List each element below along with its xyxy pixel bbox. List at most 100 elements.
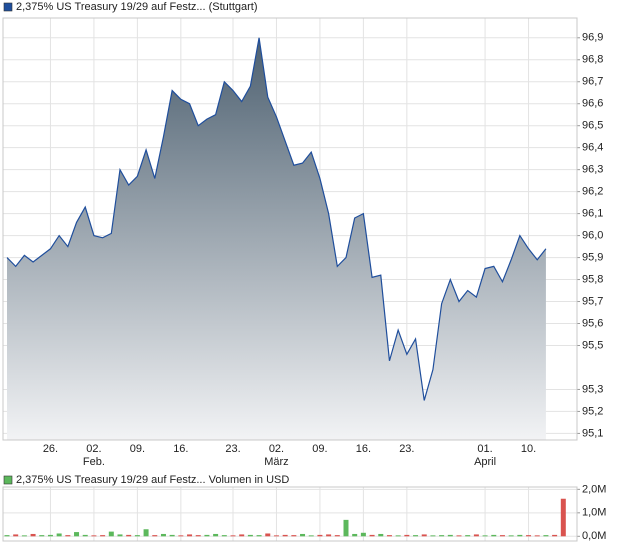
volume-bar xyxy=(378,533,384,537)
volume-bar xyxy=(343,519,349,537)
volume-bar xyxy=(204,534,210,537)
x-tick-label: 09. xyxy=(312,443,327,455)
legend-swatch xyxy=(3,475,13,485)
volume-bar xyxy=(491,534,497,537)
area-fill xyxy=(7,37,546,440)
volume-bar xyxy=(456,535,462,537)
volume-bar xyxy=(82,534,88,537)
volume-bar xyxy=(465,535,471,537)
y-tick-label: 96,9 xyxy=(582,32,603,44)
y-tick-label: 95,3 xyxy=(582,383,603,395)
volume-bar xyxy=(482,535,488,537)
volume-bar xyxy=(100,535,106,537)
y-tick-label: 96,0 xyxy=(582,230,603,242)
volume-bar xyxy=(256,535,262,537)
volume-bar xyxy=(300,533,306,537)
volume-bar xyxy=(74,532,80,537)
x-tick-label: 02. März xyxy=(264,443,288,468)
volume-bar xyxy=(117,534,123,537)
volume-bar xyxy=(543,535,549,537)
y-tick-label: 95,9 xyxy=(582,251,603,263)
plot-area xyxy=(3,487,577,541)
volume-bar xyxy=(360,532,366,537)
y-tick-label: 95,1 xyxy=(582,427,603,439)
x-tick-label: 02. Feb. xyxy=(83,443,105,468)
volume-bar xyxy=(195,535,201,537)
volume-bar xyxy=(395,535,401,537)
volume-bar xyxy=(404,534,410,537)
legend-swatch xyxy=(3,2,13,12)
volume-bar xyxy=(126,534,132,537)
x-tick-label: 09. xyxy=(130,443,145,455)
volume-bar xyxy=(39,535,45,537)
volume-bar xyxy=(4,535,10,537)
volume-bar xyxy=(230,535,236,537)
y-tick-label: 96,1 xyxy=(582,208,603,220)
volume-bar xyxy=(386,535,392,537)
volume-bar xyxy=(91,535,97,537)
y-tick-label: 96,4 xyxy=(582,142,603,154)
volume-bar xyxy=(352,533,358,537)
plot-frame xyxy=(2,17,578,441)
volume-bar xyxy=(30,533,36,537)
plot-frame xyxy=(2,486,578,542)
volume-bar xyxy=(13,534,19,537)
volume-bar xyxy=(47,534,53,537)
volume-bar xyxy=(560,498,566,537)
volume-bar xyxy=(247,534,253,537)
volume-bar xyxy=(421,534,427,537)
volume-bar xyxy=(265,533,271,537)
volume-bar xyxy=(152,535,158,537)
volume-bar xyxy=(447,534,453,537)
y-tick-label: 95,6 xyxy=(582,317,603,329)
y-tick-label: 96,6 xyxy=(582,98,603,110)
volume-bar xyxy=(187,534,193,537)
volume-bar xyxy=(334,535,340,537)
volume-bar xyxy=(239,534,245,537)
y-tick-label: 95,5 xyxy=(582,339,603,351)
volume-bar xyxy=(430,535,436,537)
volume-bar xyxy=(134,535,140,537)
volume-bar xyxy=(291,535,297,537)
volume-bar xyxy=(65,535,71,537)
volume-bar xyxy=(369,534,375,537)
volume-bar xyxy=(526,535,532,537)
y-tick-label: 96,7 xyxy=(582,76,603,88)
volume-bar xyxy=(21,535,27,537)
volume-bar xyxy=(160,533,166,537)
volume-bar xyxy=(308,535,314,537)
volume-bar xyxy=(213,533,219,537)
price-line xyxy=(6,37,547,401)
x-tick-label: 16. xyxy=(173,443,188,455)
x-tick-label: 01. April xyxy=(474,443,496,468)
volume-bar xyxy=(499,535,505,537)
volume-bar xyxy=(508,535,514,537)
y-tick-label: 96,8 xyxy=(582,54,603,66)
volume-bar xyxy=(317,534,323,537)
x-tick-label: 16. xyxy=(356,443,371,455)
volume-bar xyxy=(517,534,523,537)
volume-bar xyxy=(326,534,332,537)
y-tick-label: 0,0M xyxy=(582,530,606,542)
volume-bar xyxy=(56,533,62,537)
y-tick-label: 95,8 xyxy=(582,273,603,285)
y-tick-label: 1,0M xyxy=(582,507,606,519)
volume-bar xyxy=(413,535,419,537)
volume-bar xyxy=(143,529,149,537)
legend-label: 2,375% US Treasury 19/29 auf Festz... Vo… xyxy=(16,474,289,486)
y-tick-label: 96,5 xyxy=(582,120,603,132)
volume-bar xyxy=(473,534,479,537)
x-tick-label: 26. xyxy=(43,443,58,455)
y-tick-label: 95,2 xyxy=(582,405,603,417)
y-tick-label: 96,3 xyxy=(582,164,603,176)
volume-bar xyxy=(439,535,445,537)
volume-bar xyxy=(534,535,540,537)
volume-bar xyxy=(282,534,288,537)
volume-bar xyxy=(273,535,279,537)
volume-bar xyxy=(108,531,114,537)
volume-bar xyxy=(221,535,227,537)
volume-bar xyxy=(552,534,558,537)
y-tick-label: 2,0M xyxy=(582,483,606,495)
